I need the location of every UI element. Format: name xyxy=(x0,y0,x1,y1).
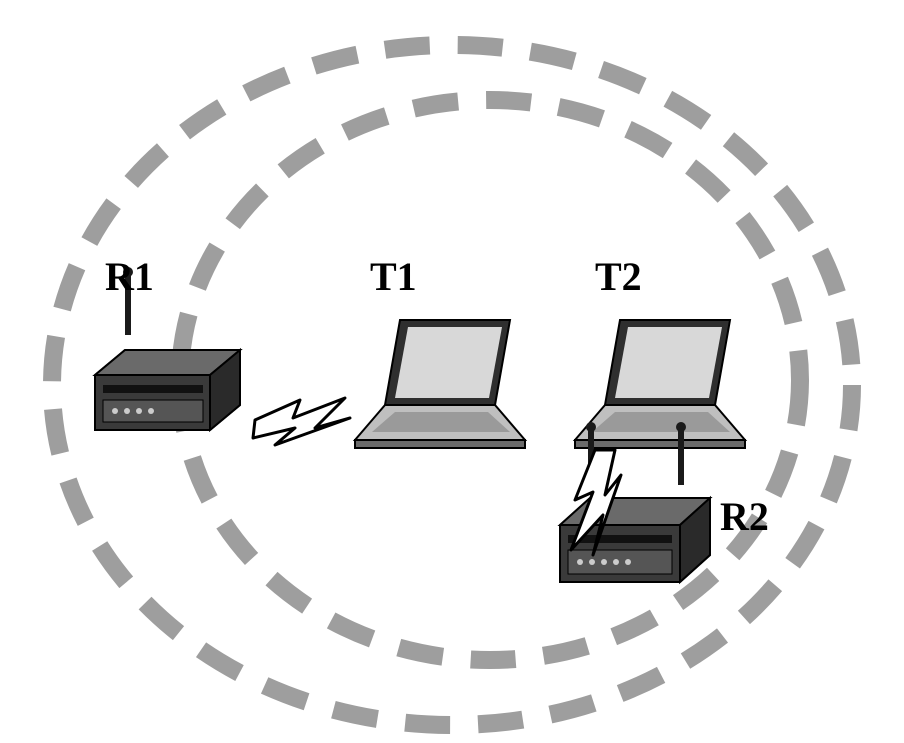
laptop-t1 xyxy=(355,320,525,448)
laptop-t2 xyxy=(575,320,745,448)
label-t2: T2 xyxy=(595,254,642,299)
label-r2: R2 xyxy=(720,494,769,539)
label-r1: R1 xyxy=(105,254,154,299)
signal-r1-t1 xyxy=(253,398,350,445)
diagram-root: R1 T1 T2 R2 xyxy=(0,0,904,743)
label-t1: T1 xyxy=(370,254,417,299)
